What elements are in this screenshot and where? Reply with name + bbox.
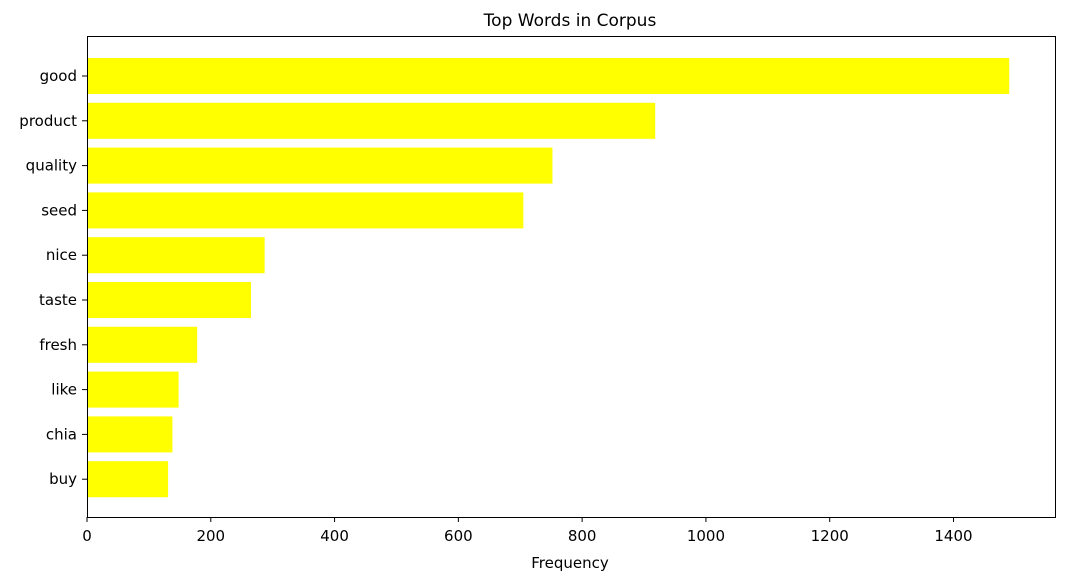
y-tick-label: nice — [46, 246, 77, 264]
y-tick-label: seed — [41, 201, 77, 219]
bars-group — [87, 58, 1010, 498]
bar-like — [87, 371, 179, 408]
bar-chia — [87, 416, 173, 453]
y-tick-label: like — [51, 381, 77, 399]
chart-title: Top Words in Corpus — [483, 11, 657, 31]
bar-taste — [87, 282, 252, 318]
bar-good — [87, 58, 1010, 94]
y-tick-label: buy — [49, 470, 77, 488]
y-tick-label: chia — [46, 425, 77, 443]
x-tick-label: 1200 — [811, 527, 849, 545]
y-tick-label: fresh — [39, 336, 77, 354]
x-tick-label: 1000 — [687, 527, 725, 545]
plot-frame — [87, 36, 1056, 518]
y-tick-label: good — [40, 67, 77, 85]
y-tick-label: product — [19, 112, 77, 130]
y-tick-label: quality — [26, 157, 77, 175]
bar-buy — [87, 461, 169, 498]
y-axis-ticks: good product quality seed nice taste fresh like… — [19, 67, 87, 488]
bar-fresh — [87, 326, 198, 363]
bar-quality — [87, 147, 553, 184]
x-tick-label: 600 — [444, 527, 473, 545]
x-tick-label: 400 — [320, 527, 349, 545]
x-axis-label: Frequency — [531, 554, 609, 572]
x-axis-ticks: 0 200 400 600 800 1000 1200 1400 — [82, 517, 973, 545]
bar-seed — [87, 192, 524, 229]
bar-nice — [87, 237, 265, 274]
x-tick-label: 1400 — [934, 527, 972, 545]
x-tick-label: 200 — [196, 527, 225, 545]
y-tick-label: taste — [39, 291, 77, 309]
bar-product — [87, 102, 656, 139]
x-tick-label: 800 — [568, 527, 597, 545]
x-tick-label: 0 — [82, 527, 92, 545]
